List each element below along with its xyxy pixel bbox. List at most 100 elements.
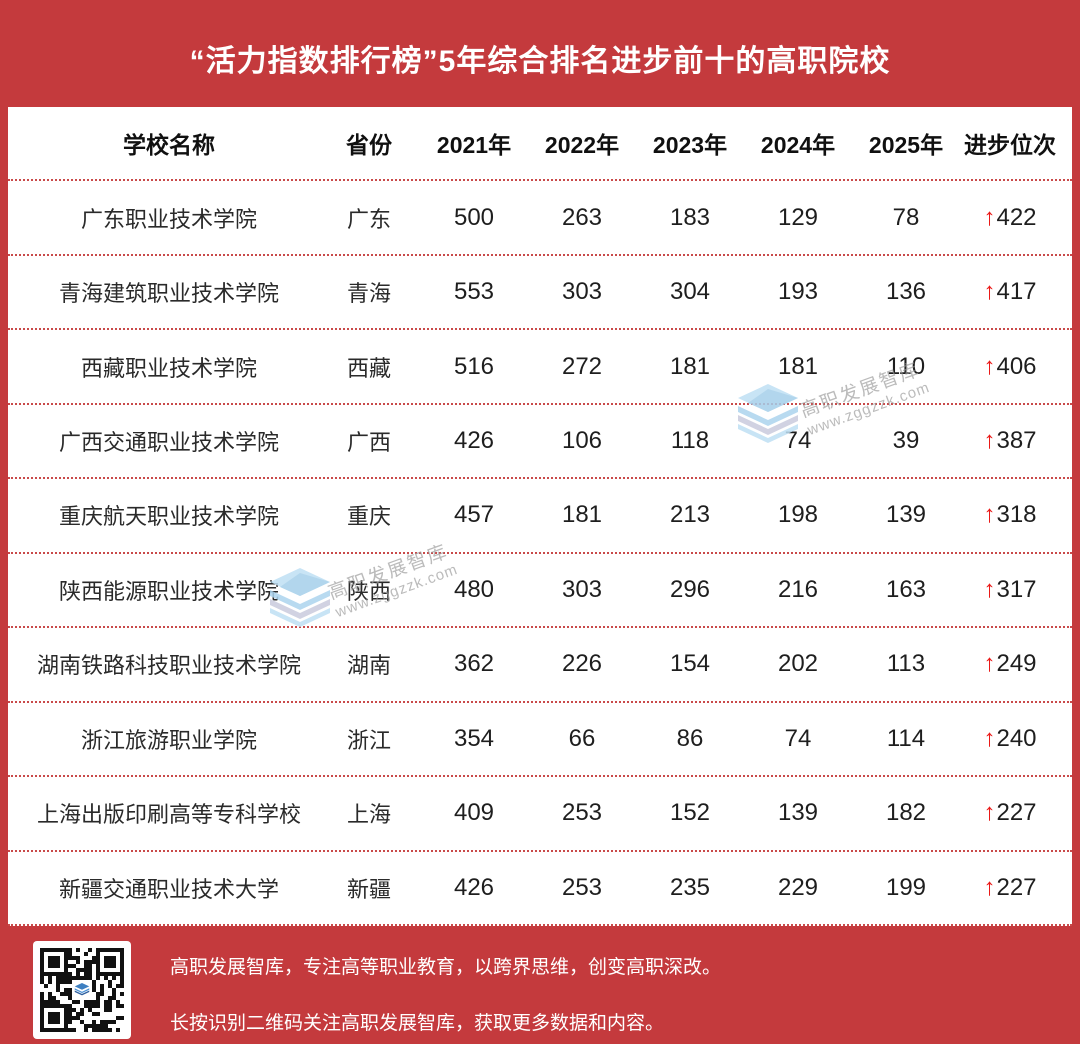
rank-value: 553 bbox=[453, 278, 495, 306]
footer-line-2: 长按识别二维码关注高职发展智库，获取更多数据和内容。 bbox=[170, 1013, 665, 1034]
up-arrow-icon: ↑ bbox=[983, 427, 996, 455]
qr-code bbox=[33, 941, 131, 1039]
column-header: 省份 bbox=[346, 132, 392, 159]
rank-value: 354 bbox=[453, 724, 495, 752]
rank-value: 152 bbox=[669, 799, 711, 827]
rank-value: 183 bbox=[669, 203, 711, 231]
table-row: 浙江旅游职业学院 浙江 354 66 86 74 114 ↑240 bbox=[8, 703, 1072, 778]
table-row: 西藏职业技术学院 西藏 516 272 181 181 110 ↑406 bbox=[8, 330, 1072, 405]
rank-value: 86 bbox=[676, 724, 704, 752]
school-name: 广西交通职业技术学院 bbox=[58, 430, 279, 456]
up-arrow-icon: ↑ bbox=[983, 575, 996, 603]
rank-value: 198 bbox=[777, 501, 819, 529]
school-name: 西藏职业技术学院 bbox=[80, 355, 257, 381]
rank-value: 163 bbox=[885, 575, 927, 603]
rank-value: 303 bbox=[561, 278, 603, 306]
rank-value: 154 bbox=[669, 650, 711, 678]
rank-value: 78 bbox=[892, 203, 920, 231]
table-row: 新疆交通职业技术大学 新疆 426 253 235 229 199 ↑227 bbox=[8, 852, 1072, 926]
page-title: “活力指数排行榜”5年综合排名进步前十的高职院校 bbox=[189, 45, 891, 78]
school-name: 浙江旅游职业学院 bbox=[80, 727, 257, 753]
column-header: 学校名称 bbox=[123, 132, 215, 159]
progress-value: ↑406 bbox=[983, 352, 1037, 380]
rank-value: 457 bbox=[453, 501, 495, 529]
rank-value: 110 bbox=[886, 352, 926, 380]
progress-value: ↑249 bbox=[983, 650, 1037, 678]
rank-value: 272 bbox=[561, 352, 603, 380]
rank-value: 113 bbox=[886, 650, 926, 678]
up-arrow-icon: ↑ bbox=[983, 799, 996, 827]
province: 重庆 bbox=[346, 504, 391, 530]
rank-value: 74 bbox=[784, 427, 812, 455]
rank-value: 304 bbox=[669, 278, 711, 306]
column-header: 2021年 bbox=[436, 132, 512, 159]
progress-value: ↑227 bbox=[983, 873, 1037, 901]
footer-line-1: 高职发展智库，专注高等职业教育，以跨界思维，创变高职深改。 bbox=[170, 957, 722, 978]
school-name: 湖南铁路科技职业技术学院 bbox=[36, 653, 301, 679]
province: 青海 bbox=[346, 281, 391, 307]
rank-value: 426 bbox=[453, 427, 495, 455]
school-name: 广东职业技术学院 bbox=[80, 206, 257, 232]
rank-value: 139 bbox=[885, 501, 927, 529]
column-header: 2025年 bbox=[868, 132, 944, 159]
province: 广西 bbox=[346, 430, 391, 456]
province: 湖南 bbox=[346, 653, 391, 679]
rank-value: 303 bbox=[561, 575, 603, 603]
rank-value: 253 bbox=[561, 799, 603, 827]
up-arrow-icon: ↑ bbox=[983, 352, 996, 380]
rank-value: 409 bbox=[453, 799, 495, 827]
column-header: 2023年 bbox=[652, 132, 728, 159]
bottom-divider bbox=[0, 1044, 1080, 1047]
school-name: 陕西能源职业技术学院 bbox=[58, 578, 279, 604]
school-name: 上海出版印刷高等专科学校 bbox=[36, 802, 301, 828]
province: 陕西 bbox=[346, 578, 391, 604]
school-name: 青海建筑职业技术学院 bbox=[58, 281, 279, 307]
table-row: 广西交通职业技术学院 广西 426 106 118 74 39 ↑387 bbox=[8, 405, 1072, 480]
rank-value: 216 bbox=[777, 575, 819, 603]
column-header: 2022年 bbox=[544, 132, 620, 159]
school-name: 新疆交通职业技术大学 bbox=[58, 876, 279, 902]
rank-value: 106 bbox=[561, 427, 603, 455]
rank-value: 480 bbox=[453, 575, 495, 603]
rank-value: 114 bbox=[886, 724, 926, 752]
rank-value: 235 bbox=[669, 873, 711, 901]
school-name: 重庆航天职业技术学院 bbox=[58, 504, 279, 530]
up-arrow-icon: ↑ bbox=[983, 650, 996, 678]
progress-value: ↑417 bbox=[983, 278, 1037, 306]
up-arrow-icon: ↑ bbox=[983, 278, 996, 306]
table-row: 重庆航天职业技术学院 重庆 457 181 213 198 139 ↑318 bbox=[8, 479, 1072, 554]
progress-value: ↑318 bbox=[983, 501, 1037, 529]
column-header: 2024年 bbox=[760, 132, 836, 159]
rank-value: 136 bbox=[885, 278, 927, 306]
rank-value: 226 bbox=[561, 650, 603, 678]
province: 上海 bbox=[346, 802, 391, 828]
footer: 高职发展智库，专注高等职业教育，以跨界思维，创变高职深改。 长按识别二维码关注高… bbox=[170, 944, 1050, 1035]
table-header-row: 学校名称 省份 2021年 2022年 2023年 2024年 2025年 进步位次 bbox=[8, 107, 1072, 182]
progress-value: ↑227 bbox=[983, 799, 1037, 827]
ranking-table: 学校名称 省份 2021年 2022年 2023年 2024年 2025年 进步位次 广东职业… bbox=[8, 107, 1072, 926]
column-header: 进步位次 bbox=[964, 132, 1056, 159]
province: 浙江 bbox=[346, 727, 391, 753]
rank-value: 181 bbox=[777, 352, 819, 380]
rank-value: 199 bbox=[885, 873, 927, 901]
rank-value: 193 bbox=[777, 278, 819, 306]
rank-value: 182 bbox=[885, 799, 927, 827]
rank-value: 39 bbox=[892, 427, 920, 455]
progress-value: ↑317 bbox=[983, 575, 1037, 603]
qr-center-logo-icon bbox=[72, 980, 92, 1000]
rank-value: 139 bbox=[777, 799, 819, 827]
rank-value: 516 bbox=[453, 352, 495, 380]
rank-value: 362 bbox=[453, 650, 495, 678]
rank-value: 500 bbox=[453, 203, 495, 231]
up-arrow-icon: ↑ bbox=[983, 724, 996, 752]
province: 西藏 bbox=[346, 355, 391, 381]
rank-value: 181 bbox=[561, 501, 603, 529]
rank-value: 296 bbox=[669, 575, 711, 603]
province: 广东 bbox=[346, 206, 391, 232]
province: 新疆 bbox=[346, 876, 391, 902]
rank-value: 66 bbox=[568, 724, 596, 752]
table-row: 上海出版印刷高等专科学校 上海 409 253 152 139 182 ↑227 bbox=[8, 777, 1072, 852]
up-arrow-icon: ↑ bbox=[983, 203, 996, 231]
table-row: 湖南铁路科技职业技术学院 湖南 362 226 154 202 113 ↑249 bbox=[8, 628, 1072, 703]
rank-value: 129 bbox=[777, 203, 819, 231]
